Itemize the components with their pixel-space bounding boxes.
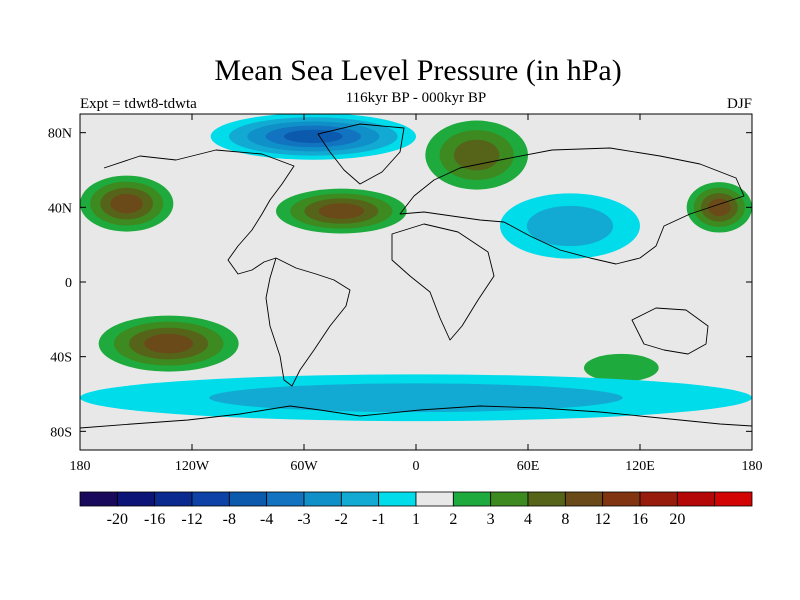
pressure-anomaly-fields — [80, 114, 752, 422]
colorbar-swatch — [378, 491, 417, 507]
colorbar-label: 2 — [449, 511, 457, 528]
pressure-region-south-pacific-high — [98, 315, 239, 372]
pressure-contour-north-pacific-high-4 — [110, 193, 143, 214]
x-tick-label: 60E — [517, 459, 540, 474]
experiment-label: Expt = tdwt8-tdwta — [80, 96, 197, 112]
coastline-antarctica — [80, 405, 752, 429]
colorbar-label: 16 — [632, 511, 648, 528]
colorbar-swatch — [266, 491, 305, 507]
y-tick-label: 40N — [48, 201, 72, 216]
colorbar: -20 -16 -12 -8 -4 -3 -2 -1 1 2 3 4 8 12 16 20 — [79, 491, 753, 528]
coastline-north-america — [103, 149, 295, 275]
colorbar-swatch — [490, 491, 529, 507]
colorbar-label: -2 — [335, 511, 348, 528]
x-tick-label: 120E — [625, 459, 655, 474]
colorbar-swatch — [415, 491, 454, 507]
colorbar-swatch — [303, 491, 342, 507]
pressure-contour-south-indian-high-1 — [584, 353, 659, 382]
colorbar-swatch — [452, 491, 492, 507]
map-area — [80, 114, 752, 450]
map-axes: 180 120W 60W 0 60E 120E 180 80N 40N 0 40S 80S — [48, 114, 763, 474]
colorbar-label: -1 — [372, 511, 385, 528]
colorbar-label: 8 — [561, 511, 569, 528]
colorbar-label: -4 — [260, 511, 273, 528]
pressure-contour-arctic-low-5 — [284, 129, 343, 144]
colorbar-swatch — [527, 491, 566, 507]
pressure-region-south-indian-high — [584, 353, 659, 382]
pressure-region-arctic-low — [210, 114, 416, 160]
pressure-region-north-pacific-high-west — [686, 182, 752, 233]
pressure-region-scandinavia-high — [425, 120, 528, 190]
y-tick-label: 40S — [50, 351, 72, 366]
pressure-contour-south-pacific-high-4 — [144, 333, 194, 354]
pressure-contour-asian-low-2 — [526, 205, 614, 247]
colorbar-swatch — [191, 491, 230, 507]
coastline-south-america — [265, 257, 351, 387]
pressure-contour-north-pacific-high-west-4 — [707, 198, 731, 217]
x-tick-label: 180 — [70, 459, 91, 474]
colorbar-label: -3 — [297, 511, 310, 528]
x-tick-label: 0 — [413, 459, 420, 474]
colorbar-label: -12 — [181, 511, 202, 528]
colorbar-label: -20 — [107, 511, 128, 528]
colorbar-swatch — [228, 491, 268, 507]
season-label: DJF — [727, 96, 752, 112]
colorbar-label: -8 — [223, 511, 236, 528]
colorbar-label: 4 — [524, 511, 532, 528]
colorbar-label: 12 — [595, 511, 611, 528]
pressure-region-asian-low — [500, 193, 640, 259]
colorbar-swatch — [154, 491, 193, 507]
y-tick-label: 80S — [50, 425, 72, 440]
colorbar-swatch — [639, 491, 678, 507]
time-difference-label: 116kyr BP - 000kyr BP — [346, 90, 487, 106]
coastline-australia — [631, 307, 709, 355]
colorbar-swatch — [340, 491, 380, 507]
chart-title: Mean Sea Level Pressure (in hPa) — [214, 54, 621, 87]
y-tick-label: 80N — [48, 127, 72, 142]
coastline-europe-asia — [399, 147, 745, 265]
coastline-greenland — [317, 123, 405, 185]
y-tick-label: 0 — [65, 276, 72, 291]
x-tick-label: 180 — [742, 459, 763, 474]
pressure-region-north-atlantic-high — [276, 188, 407, 234]
colorbar-swatch — [79, 491, 118, 507]
pressure-region-southern-ocean-low — [80, 374, 752, 422]
colorbar-swatch — [676, 491, 716, 507]
colorbar-swatch — [116, 491, 156, 507]
pressure-contour-north-atlantic-high-4 — [318, 203, 365, 219]
colorbar-label: 20 — [669, 511, 685, 528]
pressure-contour-scandinavia-high-3 — [453, 139, 500, 171]
colorbar-swatch — [564, 491, 604, 507]
colorbar-label: 1 — [412, 511, 420, 528]
pressure-region-north-pacific-high — [80, 175, 174, 232]
x-tick-label: 120W — [175, 459, 210, 474]
colorbar-swatch — [602, 491, 641, 507]
colorbar-label: 3 — [487, 511, 495, 528]
coastlines — [80, 123, 752, 429]
colorbar-swatch — [714, 491, 753, 507]
x-tick-label: 60W — [290, 459, 318, 474]
colorbar-label: -16 — [144, 511, 165, 528]
coastline-africa — [391, 223, 495, 341]
pressure-contour-southern-ocean-low-2 — [209, 383, 623, 413]
